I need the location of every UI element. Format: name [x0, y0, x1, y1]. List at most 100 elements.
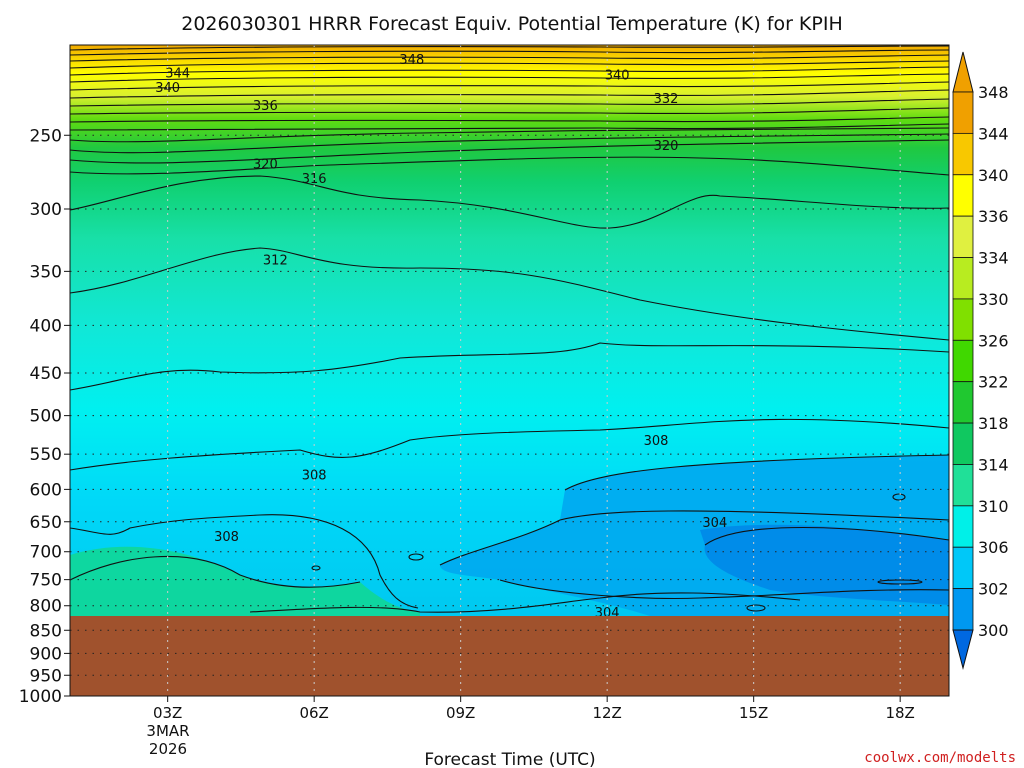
- contour-line: [499, 579, 950, 599]
- y-tick-label: 750: [30, 571, 62, 591]
- colorbar-label: 302: [978, 580, 1009, 599]
- colorbar-label: 326: [978, 331, 1009, 350]
- contour-label: 344: [165, 66, 190, 81]
- lowest-theta-core: [700, 524, 949, 605]
- contour-line: [69, 555, 361, 588]
- y-tick-label: 450: [30, 364, 62, 384]
- contour-line: [439, 510, 950, 566]
- contour-line: [69, 45, 950, 51]
- colorbar-label: 334: [978, 249, 1009, 268]
- y-tick-label: 550: [30, 445, 62, 465]
- colorbar-swatch: [952, 132, 974, 176]
- contour-line: [69, 116, 950, 123]
- colorbar-swatch: [952, 505, 974, 548]
- contour-label: 336: [253, 99, 278, 114]
- colorbar-label: 348: [978, 83, 1009, 102]
- colorbar-swatch: [952, 381, 974, 424]
- contour-line: [69, 81, 950, 91]
- contour-line: [69, 342, 950, 391]
- colorbar-label: 340: [978, 166, 1009, 185]
- colorbar-label: 330: [978, 290, 1009, 309]
- colorbar: 348 344 340 336 334 330 326 322 318 314 310 306 302 3…: [952, 51, 1009, 670]
- contour-line: [69, 98, 950, 107]
- colorbar-swatch: [952, 215, 974, 258]
- y-tick-label: 950: [30, 666, 62, 686]
- x-axis-label: Forecast Time (UTC): [424, 750, 595, 768]
- chart-title: 2026030301 HRRR Forecast Equiv. Potentia…: [181, 13, 843, 35]
- contour-label: 340: [605, 68, 630, 83]
- contour-label: 308: [302, 468, 327, 483]
- x-tick-label: 06Z: [299, 704, 328, 722]
- contour-line: [69, 127, 950, 143]
- colorbar-bottom-arrow: [952, 629, 974, 670]
- colorbar-label: 306: [978, 538, 1009, 557]
- contour-label: 308: [214, 530, 239, 545]
- contour-line: [69, 66, 950, 76]
- colorbar-swatch: [952, 257, 974, 300]
- contour-line: [704, 526, 950, 546]
- contour-line: [69, 73, 950, 83]
- y-tick-label: 350: [30, 262, 62, 282]
- x-axis: 03Z 06Z 09Z 12Z 15Z 18Z: [153, 696, 915, 722]
- colorbar-label: 344: [978, 124, 1009, 143]
- contour-line: [69, 49, 950, 56]
- contour-line: [69, 514, 419, 609]
- near-surface-green-band: [70, 546, 420, 616]
- contour-line: [408, 553, 424, 561]
- colorbar-label: 336: [978, 207, 1009, 226]
- y-tick-label: 650: [30, 513, 62, 533]
- colorbar-label: 318: [978, 414, 1009, 433]
- colorbar-swatch: [952, 298, 974, 341]
- contour-line: [564, 454, 950, 491]
- contour-line: [69, 418, 950, 471]
- contour-line: [69, 107, 950, 115]
- y-tick-label: 1000: [19, 687, 62, 707]
- y-axis: 250 300 350 400 450 500 550 600 650 700 750 800 850 9…: [19, 126, 70, 707]
- contour-label: 312: [263, 254, 288, 269]
- y-tick-label: 300: [30, 200, 62, 220]
- y-tick-label: 250: [30, 126, 62, 146]
- contour-line: [746, 604, 766, 612]
- colorbar-swatch: [952, 339, 974, 383]
- colorbar-label: 314: [978, 455, 1009, 474]
- contour-label: 304: [702, 516, 727, 531]
- x-subtitle-year: 2026: [149, 740, 187, 758]
- colorbar-swatch: [952, 546, 974, 590]
- contour-line: [249, 592, 801, 613]
- y-tick-label: 700: [30, 543, 62, 563]
- contour-line: [311, 565, 321, 571]
- x-tick-label: 15Z: [739, 704, 768, 722]
- contour-line: [69, 247, 950, 341]
- y-tick-label: 400: [30, 316, 62, 336]
- colorbar-label: 310: [978, 497, 1009, 516]
- x-subtitle-date: 3MAR: [146, 722, 189, 740]
- colorbar-swatch: [952, 422, 974, 465]
- contour-line: [69, 54, 950, 62]
- x-tick-label: 18Z: [885, 704, 914, 722]
- contour-label: 332: [654, 92, 679, 107]
- colorbar-swatch: [952, 91, 974, 134]
- contour-line: [69, 133, 950, 154]
- contour-label: 308: [644, 434, 669, 449]
- x-tick-label: 09Z: [446, 704, 475, 722]
- plot-frame: [69, 44, 950, 697]
- contour-line: [892, 493, 906, 501]
- colorbar-top-arrow: [952, 51, 974, 93]
- credit-text: coolwx.com/modelts: [864, 750, 1016, 766]
- colorbar-swatch: [952, 464, 974, 507]
- contour-label: 348: [399, 53, 424, 68]
- x-tick-label: 12Z: [592, 704, 621, 722]
- contour-lines: [69, 45, 950, 613]
- y-tick-label: 500: [30, 407, 62, 427]
- y-tick-label: 800: [30, 597, 62, 617]
- colorbar-swatch: [952, 174, 974, 217]
- contour-line: [69, 123, 950, 131]
- contour-label: 320: [654, 139, 679, 154]
- contour-line: [69, 156, 950, 176]
- contour-line: [69, 175, 950, 229]
- contour-line: [69, 139, 950, 164]
- contour-line: [69, 89, 950, 99]
- x-tick-label: 03Z: [153, 704, 182, 722]
- y-tick-label: 900: [30, 644, 62, 664]
